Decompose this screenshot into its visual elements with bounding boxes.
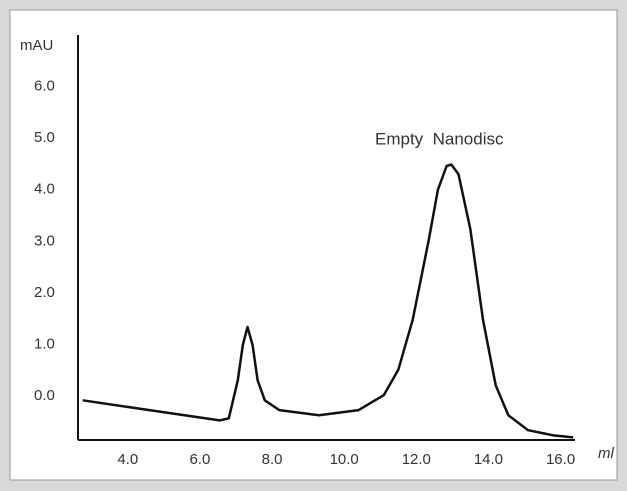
y-axis-label: mAU bbox=[20, 37, 53, 54]
line bbox=[82, 163, 574, 439]
annotation: Empty Nanodisc bbox=[375, 129, 504, 148]
x-tick-label: 14.0 bbox=[474, 451, 503, 468]
y-tick-label: 0.0 bbox=[34, 387, 55, 404]
y-tick-label: 3.0 bbox=[34, 232, 55, 249]
y-tick-label: 5.0 bbox=[34, 129, 55, 146]
y-tick-label: 4.0 bbox=[34, 181, 55, 198]
x-axis-label: ml bbox=[598, 445, 614, 462]
x-tick-label: 4.0 bbox=[117, 451, 138, 468]
y-tick-label: 2.0 bbox=[34, 284, 55, 301]
chart-panel bbox=[9, 9, 618, 481]
x-tick-label: 6.0 bbox=[189, 451, 210, 468]
y-tick-label: 6.0 bbox=[34, 78, 55, 95]
x-tick-label: 16.0 bbox=[546, 451, 575, 468]
x-tick-label: 12.0 bbox=[402, 451, 431, 468]
x-tick-label: 8.0 bbox=[262, 451, 283, 468]
y-tick-label: 1.0 bbox=[34, 336, 55, 353]
x-tick-label: 10.0 bbox=[330, 451, 359, 468]
